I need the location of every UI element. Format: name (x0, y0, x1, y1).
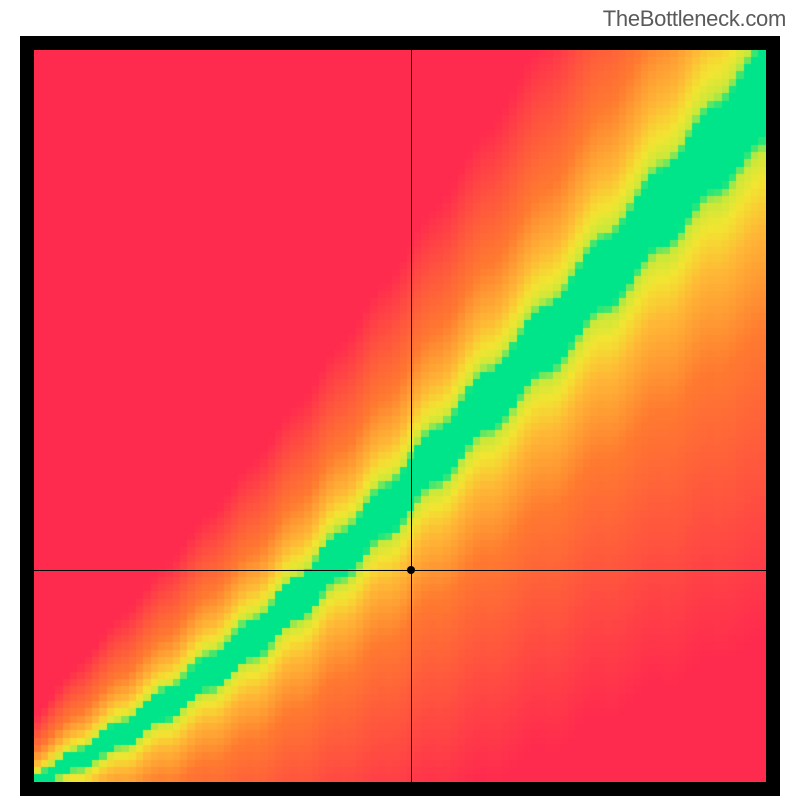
plot-area (34, 50, 766, 782)
crosshair-vertical (411, 50, 412, 782)
heatmap-canvas (34, 50, 766, 782)
crosshair-horizontal (34, 570, 766, 571)
chart-container: TheBottleneck.com (0, 0, 800, 800)
crosshair-marker (407, 566, 415, 574)
plot-frame (20, 36, 780, 796)
attribution-text: TheBottleneck.com (603, 6, 786, 32)
